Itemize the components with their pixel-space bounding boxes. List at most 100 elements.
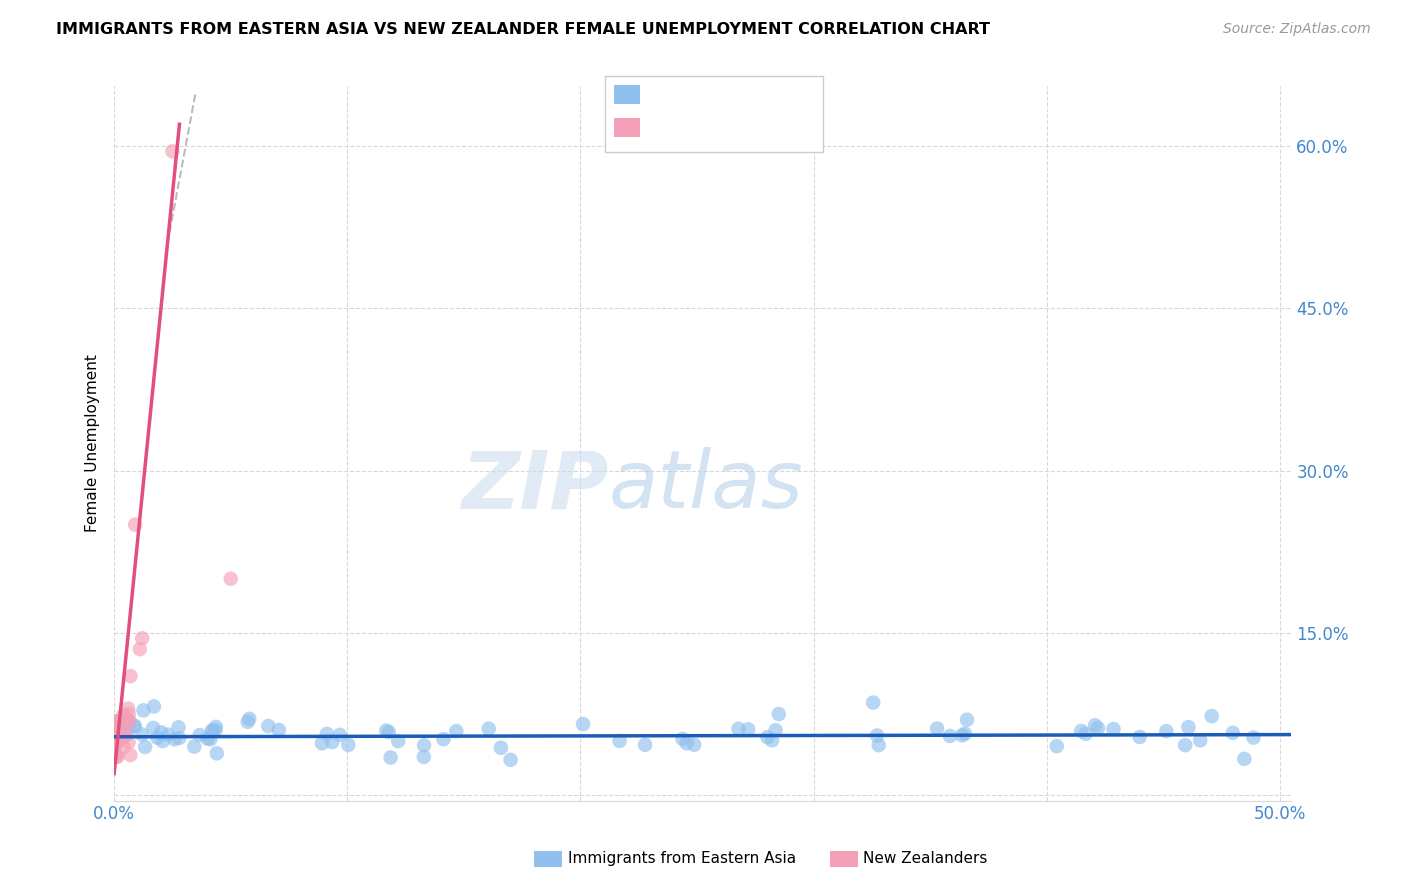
Point: [868, 738, 890, 752]
Point: [104, 718, 127, 732]
Point: [236, 714, 259, 729]
Point: [375, 723, 398, 738]
Point: [112, 708, 135, 723]
Point: [200, 732, 222, 747]
Point: [446, 724, 468, 739]
Point: [105, 729, 128, 743]
Text: New Zealanders: New Zealanders: [863, 852, 987, 866]
Point: [183, 739, 205, 754]
Point: [104, 726, 127, 740]
Point: [118, 714, 141, 729]
Point: [862, 696, 884, 710]
Point: [104, 738, 127, 752]
Text: IMMIGRANTS FROM EASTERN ASIA VS NEW ZEALANDER FEMALE UNEMPLOYMENT CORRELATION CH: IMMIGRANTS FROM EASTERN ASIA VS NEW ZEAL…: [56, 22, 990, 37]
Point: [572, 717, 595, 731]
Text: 86: 86: [772, 83, 797, 101]
Point: [1070, 723, 1092, 738]
Point: [201, 723, 224, 738]
Point: [104, 714, 127, 729]
Point: [163, 732, 186, 747]
Point: [188, 728, 211, 742]
Point: [167, 731, 190, 745]
Text: Source: ZipAtlas.com: Source: ZipAtlas.com: [1223, 22, 1371, 37]
Text: N =: N =: [725, 116, 778, 134]
Text: R =: R =: [648, 83, 688, 101]
Point: [489, 740, 512, 755]
Point: [118, 707, 141, 722]
Point: [219, 572, 242, 586]
Point: [737, 723, 759, 737]
Point: [105, 719, 128, 733]
Point: [238, 712, 260, 726]
Y-axis label: Female Unemployment: Female Unemployment: [86, 354, 100, 533]
Point: [413, 738, 436, 752]
Point: [311, 736, 333, 750]
Point: [765, 723, 787, 738]
Point: [1084, 718, 1107, 732]
Point: [112, 740, 135, 755]
Point: [105, 749, 128, 764]
Point: [197, 731, 219, 746]
Point: [337, 738, 360, 752]
Point: [939, 729, 962, 743]
Point: [150, 725, 173, 739]
Point: [768, 706, 790, 721]
Point: [108, 715, 131, 730]
Point: [1074, 727, 1097, 741]
Point: [950, 728, 973, 742]
Point: [412, 750, 434, 764]
Point: [132, 703, 155, 717]
Point: [205, 720, 228, 734]
Point: [1087, 721, 1109, 735]
Point: [1233, 752, 1256, 766]
Point: [128, 642, 150, 657]
Point: [108, 713, 131, 727]
Point: [124, 719, 146, 733]
Point: [1222, 726, 1244, 740]
Point: [107, 734, 129, 748]
Point: [1102, 722, 1125, 736]
Point: [1177, 720, 1199, 734]
Point: [315, 727, 337, 741]
Text: 31: 31: [772, 116, 797, 134]
Point: [1174, 738, 1197, 752]
Point: [162, 145, 184, 159]
Point: [1046, 739, 1069, 753]
Point: [112, 730, 135, 744]
Point: [118, 714, 141, 728]
Point: [634, 738, 657, 752]
Point: [115, 714, 138, 728]
Point: [267, 723, 290, 737]
Point: [1189, 733, 1212, 747]
Point: [104, 731, 127, 745]
Point: [329, 728, 352, 742]
Point: [675, 736, 697, 750]
Point: [107, 731, 129, 746]
Point: [1129, 730, 1152, 744]
Point: [117, 701, 139, 715]
Point: [114, 729, 136, 743]
Point: [104, 747, 127, 761]
Point: [104, 714, 127, 729]
Point: [108, 724, 131, 739]
Point: [131, 727, 153, 741]
Point: [1201, 709, 1223, 723]
Point: [499, 753, 522, 767]
Text: N =: N =: [725, 83, 778, 101]
Text: Immigrants from Eastern Asia: Immigrants from Eastern Asia: [568, 852, 796, 866]
Text: R =: R =: [648, 116, 688, 134]
Point: [167, 720, 190, 734]
Point: [105, 733, 128, 747]
Text: ZIP: ZIP: [461, 448, 609, 525]
Point: [120, 748, 142, 763]
Point: [124, 718, 146, 732]
Point: [131, 632, 153, 646]
Point: [866, 729, 889, 743]
Point: [956, 713, 979, 727]
Point: [146, 731, 169, 745]
Text: atlas: atlas: [609, 448, 803, 525]
Point: [927, 722, 949, 736]
Point: [117, 735, 139, 749]
Point: [432, 732, 454, 747]
Point: [727, 722, 749, 736]
